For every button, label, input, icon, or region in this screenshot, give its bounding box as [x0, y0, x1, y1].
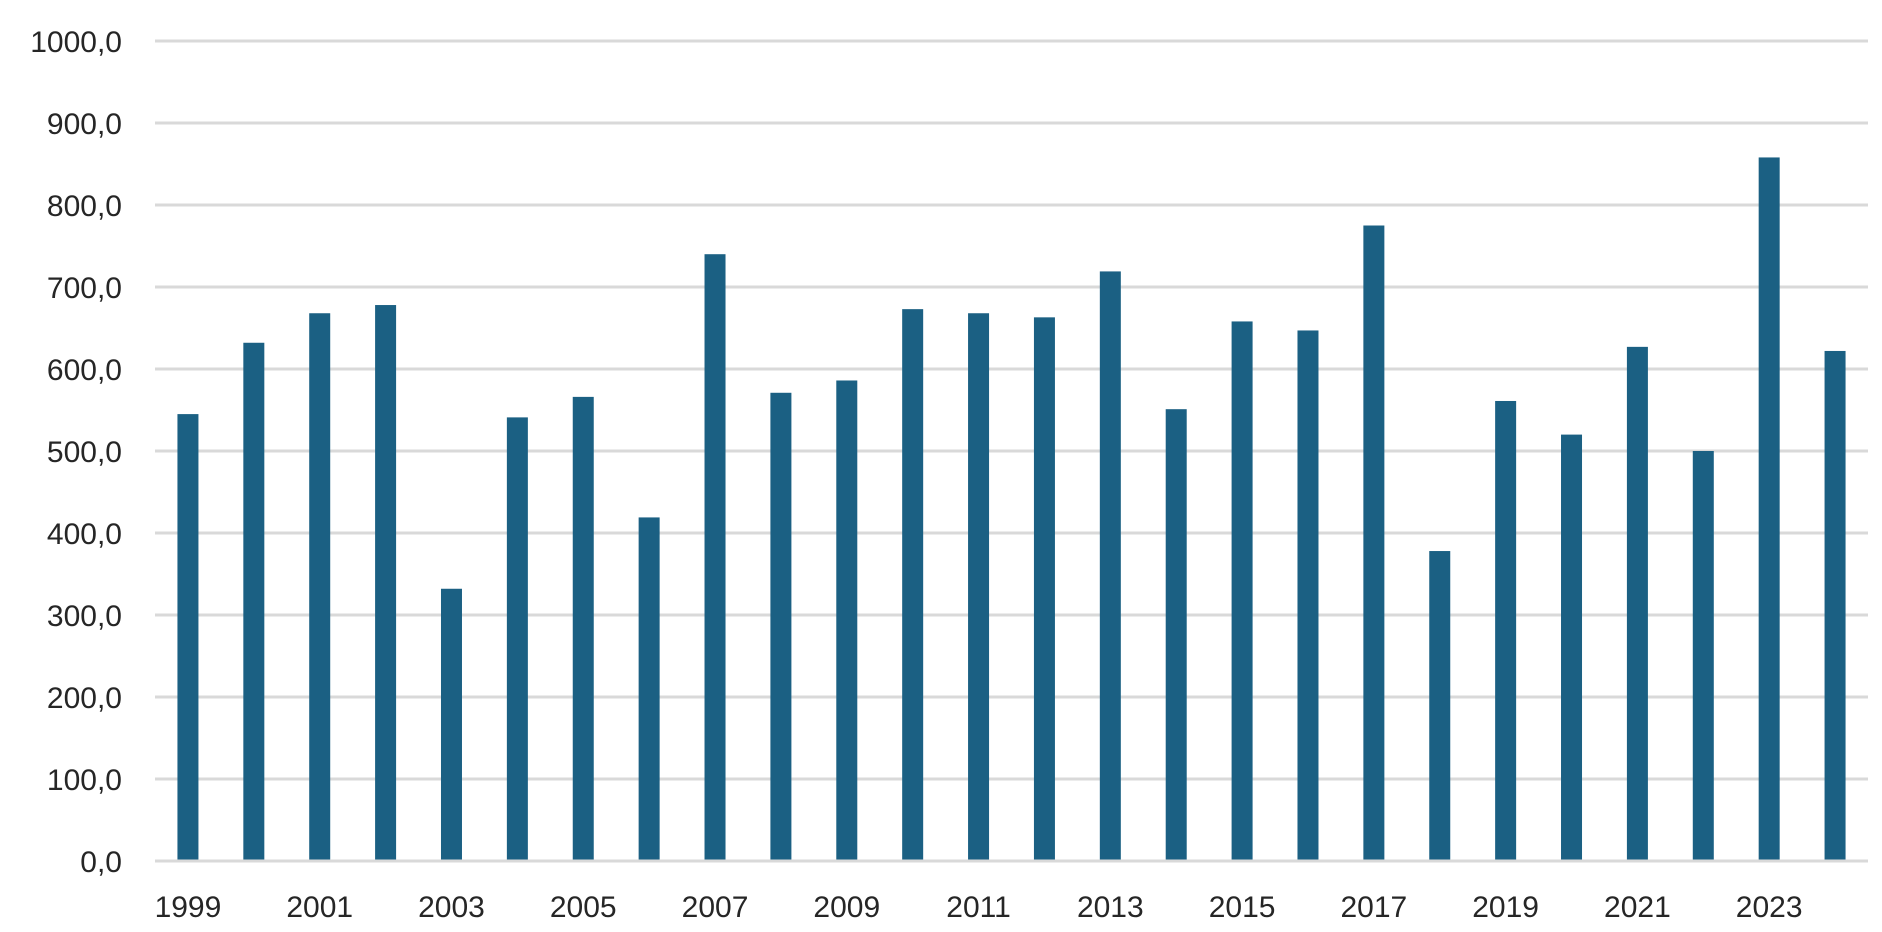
- y-tick-label: 600,0: [47, 354, 122, 387]
- bar-2016: [1297, 330, 1319, 862]
- bar-1999: [177, 414, 199, 861]
- y-tick-label: 900,0: [47, 108, 122, 141]
- y-tick-label: 400,0: [47, 518, 122, 551]
- y-tick-label: 0,0: [80, 846, 122, 879]
- bar-2020: [1561, 434, 1583, 861]
- bar-2001: [309, 313, 331, 861]
- bar-2011: [968, 313, 990, 861]
- bar-2021: [1626, 346, 1648, 861]
- x-tick-label: 2023: [1736, 891, 1803, 924]
- y-tick-label: 300,0: [47, 600, 122, 633]
- bar-2004: [506, 417, 528, 861]
- y-tick-label: 100,0: [47, 764, 122, 797]
- bar-2005: [572, 396, 594, 861]
- bar-2015: [1231, 321, 1253, 861]
- bar-2013: [1099, 271, 1121, 861]
- bar-2000: [243, 342, 265, 861]
- y-tick-label: 700,0: [47, 272, 122, 305]
- y-tick-label: 1000,0: [30, 26, 122, 59]
- bar-2017: [1363, 225, 1385, 861]
- bar-2018: [1429, 551, 1451, 861]
- bar-2024: [1824, 350, 1846, 861]
- x-tick-label: 2005: [550, 891, 617, 924]
- x-tick-label: 1999: [155, 891, 222, 924]
- bars: [177, 157, 1846, 862]
- bar-2009: [836, 380, 858, 861]
- bar-2008: [770, 392, 792, 861]
- x-axis-tick-labels: 1999 2001 2003 2005 2007 2009 2011 2013 2015 2017…: [155, 891, 1803, 924]
- x-tick-label: 2015: [1209, 891, 1276, 924]
- bar-2003: [440, 588, 462, 861]
- x-tick-label: 2017: [1340, 891, 1407, 924]
- bar-2023: [1758, 157, 1780, 861]
- x-tick-label: 2011: [946, 891, 1011, 924]
- y-tick-label: 500,0: [47, 436, 122, 469]
- y-axis-tick-labels: 0,0 100,0 200,0 300,0 400,0 500,0 600,0 700,0 80…: [30, 26, 122, 879]
- x-tick-label: 2021: [1604, 891, 1671, 924]
- bar-2012: [1033, 317, 1055, 862]
- bar-2022: [1692, 451, 1714, 861]
- y-tick-label: 800,0: [47, 190, 122, 223]
- x-tick-label: 2001: [286, 891, 353, 924]
- bar-2006: [638, 517, 660, 861]
- x-tick-label: 2019: [1472, 891, 1539, 924]
- bar-2002: [375, 305, 397, 861]
- x-tick-label: 2003: [418, 891, 485, 924]
- bar-2007: [704, 254, 726, 861]
- x-tick-label: 2007: [682, 891, 749, 924]
- gridlines: [155, 39, 1868, 781]
- bar-2010: [902, 309, 924, 861]
- bar-2014: [1165, 409, 1187, 861]
- bar-2019: [1495, 400, 1517, 861]
- y-tick-label: 200,0: [47, 682, 122, 715]
- x-tick-label: 2009: [813, 891, 880, 924]
- x-tick-label: 2013: [1077, 891, 1144, 924]
